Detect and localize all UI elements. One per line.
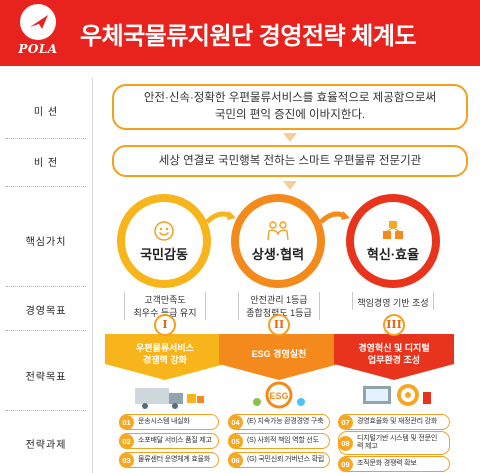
task-item-04: 04 (E) 지속가능 환경경영 구축 [228, 414, 330, 430]
mission-line-1: 안전·신속·정확한 우편물류서비스를 효율적으로 제공함으로써 [143, 92, 437, 104]
page-header: POLA 우체국물류지원단 경영전략 체계도 [0, 0, 480, 66]
mgmt-goal-line: 안전관리 1등급 [250, 295, 308, 305]
smile-icon [154, 220, 174, 241]
label-core-values: 핵심가치 [25, 237, 67, 248]
strategic-goal-2: ESG 경영실천 [219, 334, 339, 380]
core-value-label: 혁신·효율 [366, 246, 420, 262]
task-item-02: 02 소포배달 서비스 품질 제고 [119, 433, 219, 449]
mgmt-goal-line: 종합청렴도 1등급 [246, 308, 312, 318]
task-text: 조직문화 경쟁력 확보 [357, 460, 417, 467]
task-number: 07 [338, 414, 353, 430]
boxes-icon [383, 220, 403, 239]
goal-bracket [352, 292, 434, 310]
core-value-3: 혁신·효율 [354, 202, 432, 280]
label-column-divider [92, 78, 93, 473]
task-number: 06 [228, 452, 243, 468]
roman-numeral-badge: I [154, 314, 176, 336]
strategic-goal-text: 경영혁신 및 디지털 업무환경 조성 [334, 342, 454, 366]
label-mission: 미 션 [33, 107, 59, 118]
vision-text: 세상 연결로 국민행복 전하는 스마트 우편물류 전문기관 [158, 154, 422, 167]
task-number: 04 [228, 414, 243, 430]
mgmt-goal-line: 최우수 등급 유지 [133, 308, 197, 318]
task-number: 02 [119, 433, 134, 449]
task-item-09: 09 조직문화 경쟁력 확보 [338, 456, 450, 472]
task-text: 경영효율화 및 재정관리 강화 [357, 418, 438, 425]
task-text: (G) 국민신뢰 거버넌스 확립 [247, 456, 325, 463]
strategic-goal-line: ESG 경영실천 [251, 349, 307, 359]
core-value-2: 상생·협력 [239, 202, 317, 280]
strategic-goal-line: 우편물류서비스 [136, 343, 194, 353]
core-value-label: 상생·협력 [251, 246, 305, 262]
task-number: 05 [228, 433, 243, 449]
strategic-goal-line: 경쟁력 강화 [143, 355, 187, 365]
arrow-right-icon [205, 211, 236, 224]
page-title: 우체국물류지원단 경영전략 체계도 [80, 23, 417, 50]
banner-shape [219, 334, 339, 380]
task-text: 물류센터 운영체계 효율화 [138, 456, 211, 463]
strategic-goal-text: ESG 경영실천 [219, 348, 339, 360]
esg-icon: ESG [253, 381, 305, 409]
pola-logo: POLA [10, 4, 66, 60]
arrow-down-icon [283, 181, 297, 190]
gear-computer-icon [363, 384, 431, 406]
task-item-07: 07 경영효율화 및 재정관리 강화 [338, 414, 450, 430]
arrow-down-icon [283, 133, 297, 142]
strategic-goal-3: 경영혁신 및 디지털 업무환경 조성 [334, 334, 454, 380]
vision-box: 세상 연결로 국민행복 전하는 스마트 우편물류 전문기관 [112, 145, 468, 177]
roman-numeral-badge: II [268, 314, 290, 336]
task-text: 운송시스템 내실화 [138, 418, 190, 425]
strategic-goal-1: 우편물류서비스 경쟁력 강화 [105, 334, 225, 380]
task-number: 01 [119, 414, 134, 430]
svg-text:ESG: ESG [269, 391, 288, 401]
label-mgmt-goals: 경영목표 [25, 306, 67, 317]
separator [6, 138, 86, 139]
separator [6, 186, 86, 187]
label-strategic-tasks: 전략과제 [25, 440, 67, 451]
mgmt-goal-line: 고객만족도 [144, 295, 186, 305]
task-number: 08 [338, 435, 353, 451]
mission-box: 안전·신속·정확한 우편물류서비스를 효율적으로 제공함으로써 국민의 편익 증… [112, 84, 468, 130]
mgmt-goal-3: 책임경영 기반 조성 [346, 297, 440, 310]
task-item-03: 03 물류센터 운영체계 효율화 [119, 452, 219, 468]
task-item-08: 08 디지털기반 시스템 및 전문인력 제고 [338, 431, 450, 455]
goal-bracket [238, 292, 320, 320]
mgmt-goal-1: 고객만족도 최우수 등급 유지 [120, 294, 210, 320]
mission-line-2: 국민의 편익 증진에 이바지한다. [214, 109, 366, 121]
people-icon [267, 220, 289, 240]
banner-shape [334, 334, 454, 380]
task-text: (S) 사회적 책임 역할 선도 [247, 437, 319, 444]
separator [6, 286, 86, 287]
task-text: 소포배달 서비스 품질 제고 [138, 437, 212, 444]
task-text: (E) 지속가능 환경경영 구축 [247, 418, 324, 425]
task-number: 03 [119, 452, 134, 468]
strategic-goal-text: 우편물류서비스 경쟁력 강화 [105, 342, 225, 366]
separator [6, 330, 86, 331]
core-value-label: 국민감동 [140, 246, 188, 262]
roman-numeral-badge: III [383, 314, 405, 336]
mgmt-goal-line: 책임경영 기반 조성 [357, 298, 429, 308]
task-text: 디지털기반 시스템 및 전문인력 제고 [357, 435, 438, 450]
task-item-06: 06 (G) 국민신뢰 거버넌스 확립 [228, 452, 330, 468]
truck-icon [135, 388, 204, 409]
strategic-goal-line: 경영혁신 및 디지털 [358, 343, 430, 353]
label-strategic-goals: 전략목표 [25, 372, 67, 383]
separator [6, 410, 86, 411]
core-value-1: 국민감동 [125, 202, 203, 280]
logo-text: POLA [18, 42, 58, 56]
banner-shape [105, 334, 225, 380]
goal-bracket [124, 292, 206, 320]
arrow-right-icon [319, 211, 350, 224]
task-number: 09 [338, 456, 353, 472]
strategic-goal-line: 업무환경 조성 [367, 355, 421, 365]
swoosh-icon [30, 15, 48, 29]
task-item-01: 01 운송시스템 내실화 [119, 414, 219, 430]
mgmt-goal-2: 안전관리 1등급 종합청렴도 1등급 [234, 294, 324, 320]
label-vision: 비 전 [33, 158, 59, 169]
task-item-05: 05 (S) 사회적 책임 역할 선도 [228, 433, 330, 449]
